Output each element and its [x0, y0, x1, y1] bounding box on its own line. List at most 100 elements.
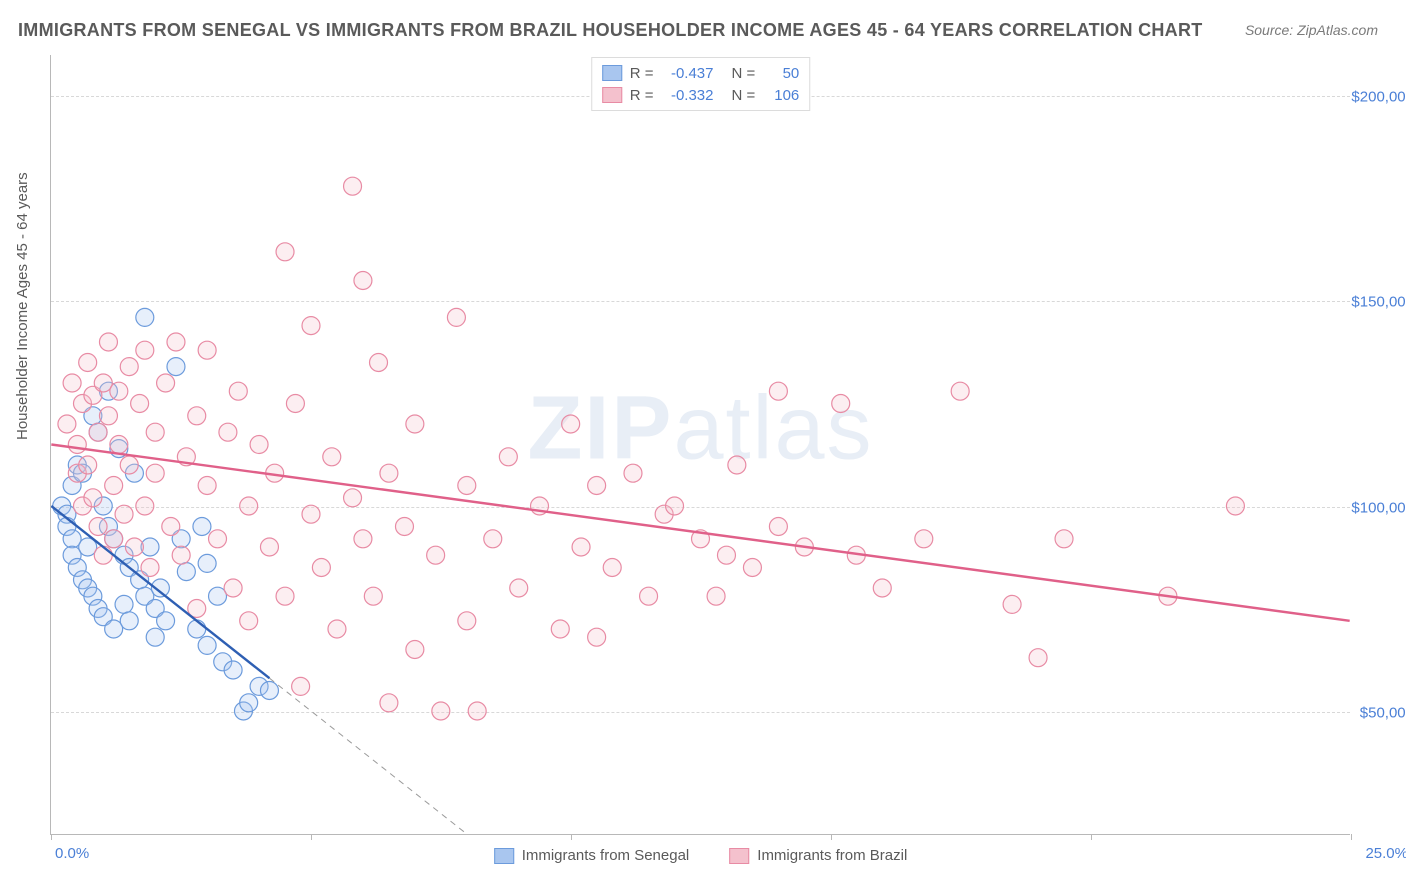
data-point — [406, 415, 424, 433]
scatter-svg — [51, 55, 1350, 834]
data-point — [447, 308, 465, 326]
r-label: R = — [630, 87, 654, 104]
data-point — [380, 464, 398, 482]
y-tick-label: $100,000 — [1351, 499, 1406, 516]
y-axis-title: Householder Income Ages 45 - 64 years — [14, 172, 31, 440]
data-point — [167, 333, 185, 351]
r-value-brazil: -0.332 — [662, 87, 714, 104]
legend-label-brazil: Immigrants from Brazil — [757, 847, 907, 864]
data-point — [58, 415, 76, 433]
data-point — [640, 587, 658, 605]
x-tick — [1091, 834, 1092, 840]
x-tick — [1351, 834, 1352, 840]
data-point — [209, 530, 227, 548]
data-point — [380, 694, 398, 712]
r-value-senegal: -0.437 — [662, 65, 714, 82]
data-point — [769, 518, 787, 536]
data-point — [141, 559, 159, 577]
data-point — [743, 559, 761, 577]
data-point — [198, 477, 216, 495]
data-point — [188, 620, 206, 638]
data-point — [1003, 595, 1021, 613]
y-tick-label: $200,000 — [1351, 89, 1406, 106]
source-value: ZipAtlas.com — [1297, 22, 1378, 38]
data-point — [344, 177, 362, 195]
data-point — [224, 579, 242, 597]
data-point — [146, 464, 164, 482]
swatch-brazil — [729, 848, 749, 864]
x-axis-max-label: 25.0% — [1365, 845, 1406, 862]
data-point — [224, 661, 242, 679]
chart-plot-area: ZIPatlas $50,000$100,000$150,000$200,000… — [50, 55, 1350, 835]
legend-item-brazil: Immigrants from Brazil — [729, 847, 907, 864]
data-point — [110, 382, 128, 400]
data-point — [499, 448, 517, 466]
data-point — [364, 587, 382, 605]
data-point — [79, 354, 97, 372]
data-point — [136, 308, 154, 326]
data-point — [572, 538, 590, 556]
data-point — [832, 395, 850, 413]
data-point — [198, 554, 216, 572]
data-point — [240, 694, 258, 712]
data-point — [157, 612, 175, 630]
x-tick — [571, 834, 572, 840]
data-point — [707, 587, 725, 605]
source-label: Source: — [1245, 22, 1293, 38]
data-point — [406, 641, 424, 659]
data-point — [292, 677, 310, 695]
data-point — [167, 358, 185, 376]
data-point — [603, 559, 621, 577]
data-point — [354, 272, 372, 290]
correlation-legend: R = -0.437 N = 50 R = -0.332 N = 106 — [591, 57, 811, 111]
data-point — [769, 382, 787, 400]
series-legend: Immigrants from Senegal Immigrants from … — [494, 847, 908, 864]
data-point — [120, 358, 138, 376]
data-point — [240, 497, 258, 515]
data-point — [250, 436, 268, 454]
data-point — [873, 579, 891, 597]
data-point — [99, 407, 117, 425]
data-point — [717, 546, 735, 564]
r-label: R = — [630, 65, 654, 82]
x-tick — [51, 834, 52, 840]
extrapolation-line — [269, 678, 570, 834]
data-point — [1226, 497, 1244, 515]
data-point — [99, 333, 117, 351]
n-label: N = — [732, 87, 756, 104]
x-tick — [831, 834, 832, 840]
data-point — [370, 354, 388, 372]
x-tick — [311, 834, 312, 840]
data-point — [162, 518, 180, 536]
n-value-brazil: 106 — [763, 87, 799, 104]
data-point — [1029, 649, 1047, 667]
data-point — [276, 587, 294, 605]
data-point — [115, 595, 133, 613]
data-point — [105, 477, 123, 495]
data-point — [193, 518, 211, 536]
legend-item-senegal: Immigrants from Senegal — [494, 847, 690, 864]
data-point — [432, 702, 450, 720]
data-point — [198, 341, 216, 359]
chart-title: IMMIGRANTS FROM SENEGAL VS IMMIGRANTS FR… — [18, 20, 1203, 41]
data-point — [105, 530, 123, 548]
data-point — [229, 382, 247, 400]
data-point — [89, 423, 107, 441]
data-point — [624, 464, 642, 482]
data-point — [395, 518, 413, 536]
data-point — [276, 243, 294, 261]
data-point — [484, 530, 502, 548]
data-point — [458, 612, 476, 630]
data-point — [260, 538, 278, 556]
data-point — [458, 477, 476, 495]
data-point — [136, 497, 154, 515]
data-point — [68, 436, 86, 454]
data-point — [157, 374, 175, 392]
data-point — [427, 546, 445, 564]
data-point — [328, 620, 346, 638]
legend-label-senegal: Immigrants from Senegal — [522, 847, 690, 864]
regression-line — [51, 445, 1349, 621]
data-point — [240, 612, 258, 630]
data-point — [260, 682, 278, 700]
data-point — [79, 456, 97, 474]
